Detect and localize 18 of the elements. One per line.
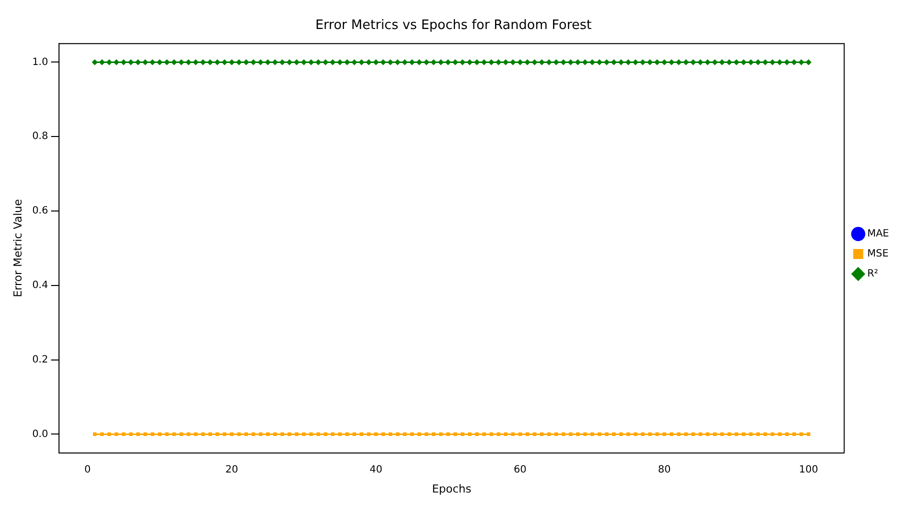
legend-label: R² <box>867 268 878 280</box>
legend-label: MSE <box>867 248 889 260</box>
x-axis-title: Epochs <box>432 482 472 496</box>
y-tick-label: 0.0 <box>32 428 48 440</box>
x-tick-label: 0 <box>84 464 91 476</box>
x-tick-label: 80 <box>658 464 671 476</box>
legend-label: MAE <box>867 228 890 240</box>
y-axis-title: Error Metric Value <box>11 198 24 298</box>
x-tick-label: 100 <box>798 464 818 476</box>
y-tick-label: 1.0 <box>32 56 48 68</box>
y-tick-label: 0.4 <box>32 280 48 291</box>
y-tick-label: 0.8 <box>32 131 48 142</box>
y-tick-label: 0.6 <box>32 206 48 217</box>
x-tick-label: 20 <box>225 464 238 476</box>
y-tick-label: 0.2 <box>32 354 48 366</box>
x-tick-label: 60 <box>514 464 527 476</box>
chart-title: Error Metrics vs Epochs for Random Forest <box>315 18 592 34</box>
x-tick-label: 40 <box>370 464 382 476</box>
